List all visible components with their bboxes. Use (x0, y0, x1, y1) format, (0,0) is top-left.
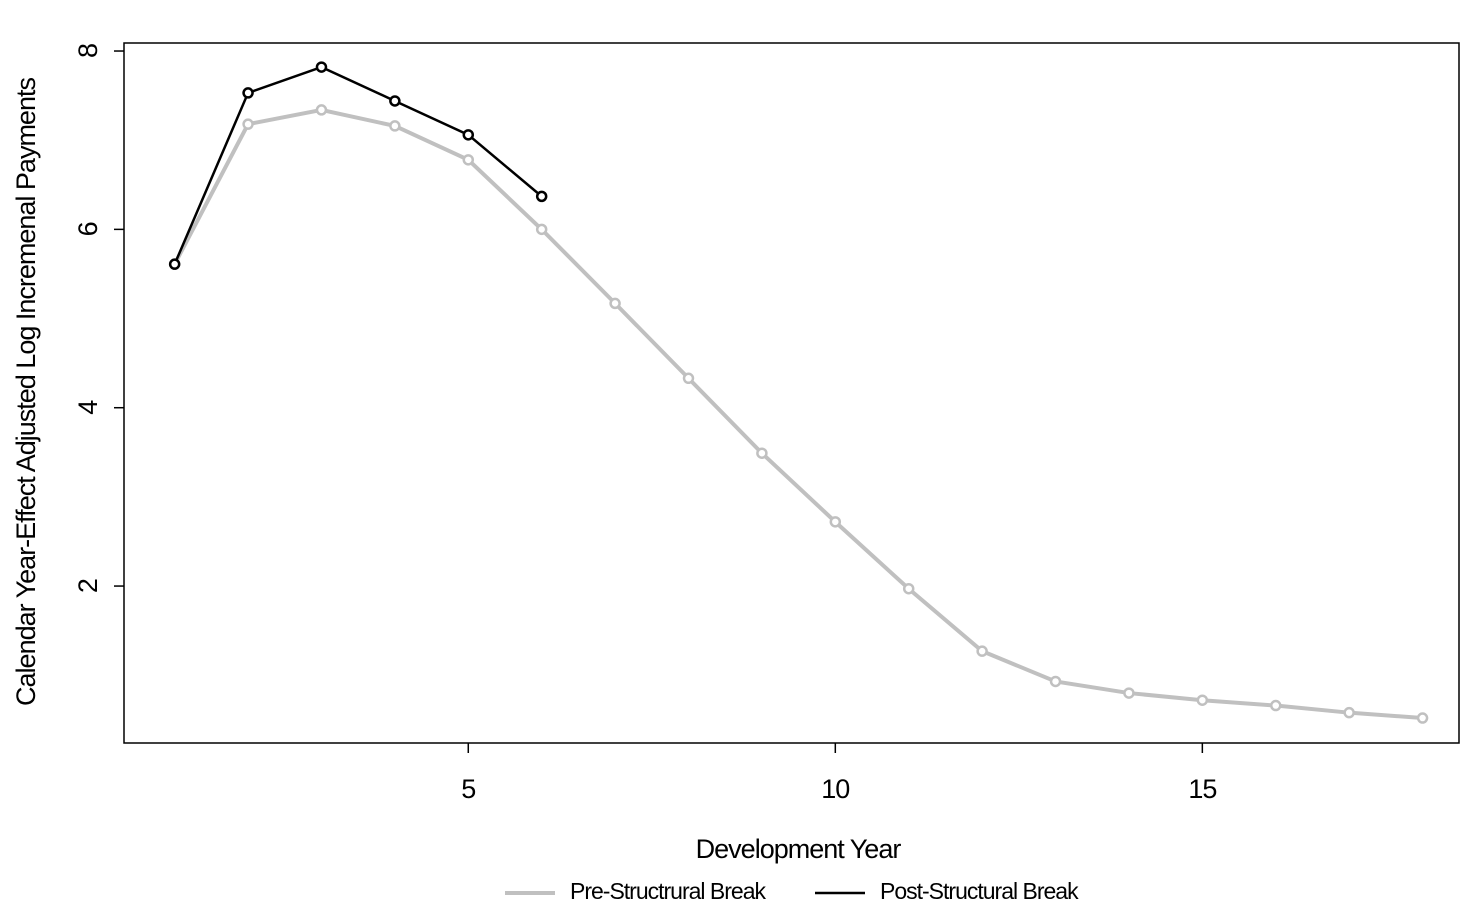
y-tick-label: 2 (73, 579, 103, 593)
legend-label: Pre-Structrural Break (570, 878, 767, 904)
point (1269, 699, 1282, 712)
point (315, 104, 328, 116)
point (756, 447, 768, 459)
x-tick-label: 15 (1188, 774, 1216, 804)
point (1343, 706, 1355, 719)
point (829, 516, 842, 528)
point (462, 129, 475, 141)
point (535, 190, 548, 203)
point (976, 645, 988, 657)
series-line (172, 107, 1423, 721)
point (389, 120, 401, 132)
point (315, 61, 328, 73)
y-axis-label: Calendar Year-Effect Adjusted Log Increm… (11, 78, 41, 706)
point (609, 297, 621, 310)
legend-label: Post-Structural Break (880, 878, 1079, 904)
x-tick-label: 10 (821, 774, 849, 804)
point (168, 258, 181, 270)
series-line (173, 65, 543, 265)
point (462, 154, 475, 166)
point (1123, 687, 1135, 699)
point (389, 95, 401, 107)
y-tick-label: 8 (73, 44, 103, 58)
point (535, 223, 548, 236)
plot-frame (123, 42, 1460, 744)
y-tick-label: 6 (73, 222, 103, 236)
y-tick-label: 4 (73, 400, 103, 415)
point (242, 118, 254, 130)
x-tick-label: 5 (461, 774, 475, 804)
point (682, 372, 695, 385)
point (1196, 694, 1209, 706)
x-axis-label: Development Year (696, 834, 902, 864)
point (1416, 712, 1429, 724)
point (1049, 675, 1062, 688)
point (902, 582, 915, 595)
point (242, 87, 254, 99)
